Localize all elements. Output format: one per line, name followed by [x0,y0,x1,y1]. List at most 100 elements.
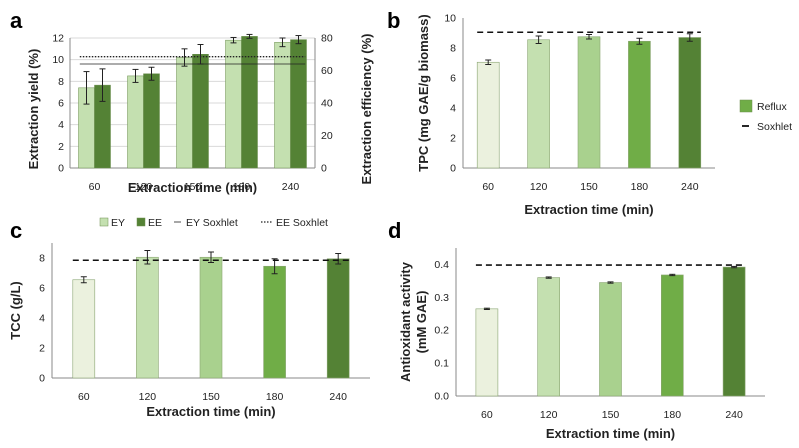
panel-d-y-tick-label: 0.4 [434,259,449,271]
panel-d-x-tick-label: 180 [664,409,682,421]
panel-a-bar-ey [225,39,242,169]
panel-b-bar [527,39,550,169]
panel-a-y2-axis-title: Extraction efficiency (%) [359,34,374,185]
panel-a-y-tick-label: 0 [58,163,64,175]
panel-a-y-tick-label: 2 [58,141,64,153]
panel-d-y-tick-label: 0.0 [434,391,449,403]
panel-a-x-tick-label: 180 [233,181,251,193]
panel-b: b 0 2 4 6 8 10 60 120 150 180 240 Extraction time (m… [387,8,792,217]
panel-d-y-axis-title-line: (mM GAE) [414,291,429,354]
panel-a-bar-ee [192,54,209,169]
panel-a-y-tick-label: 6 [58,98,64,110]
legend-label-ey: EY [111,217,125,229]
panel-a-y-tick-label: 12 [52,33,64,45]
panel-c-x-tick-label: 150 [202,391,220,403]
panel-a-y2-tick-label: 60 [321,65,333,77]
panel-c-x-tick-label: 60 [78,391,90,403]
legend-label-reflux: Reflux [757,101,788,113]
panel-a-bar-ey [274,42,291,169]
panel-d-bar [722,266,746,397]
panel-d-bar [475,308,499,397]
panel-c-x-tick-label: 240 [329,391,347,403]
panel-a-y2-tick-label: 20 [321,130,333,142]
panel-c-y-axis-title: TCC (g/L) [8,281,23,339]
panel-d-x-tick-label: 150 [602,409,620,421]
legend-swatch-ey [99,217,109,227]
panel-b-y-axis-title: TPC (mg GAE/g biomass) [416,14,431,171]
panel-b-y-tick-label: 6 [450,73,456,85]
legend-label-ey-soxhlet: EY Soxhlet [186,217,238,229]
panel-a-bar-ey [127,75,144,169]
panel-a-y2-tick-label: 0 [321,163,327,175]
legend-label-ee: EE [148,217,162,229]
panel-c: c 0 2 4 6 8 60 120 150 180 240 Extraction time (min… [8,218,370,419]
panel-c-bar [72,279,96,379]
panel-b-bar [577,36,601,169]
panel-b-y-tick-label: 10 [444,13,456,25]
panel-d-y-tick-label: 0.1 [434,358,449,370]
panel-a-x-tick-label: 60 [89,181,101,193]
panel-b-x-tick-label: 180 [631,181,649,193]
panel-c-x-axis-title: Extraction time (min) [146,404,275,419]
panel-a-bar-ee [290,39,307,169]
panel-b-bar [628,40,651,169]
panel-a-label: a [10,8,23,33]
legend-swatch-ee [136,217,146,227]
panel-c-y-tick-label: 6 [39,283,45,295]
panel-d-bar [599,282,622,397]
panel-d-x-tick-label: 120 [540,409,558,421]
panel-b-y-tick-label: 2 [450,133,456,145]
panel-b-bar [476,61,500,169]
panel-a-x-tick-label: 150 [184,181,202,193]
panel-b-x-tick-label: 60 [482,181,494,193]
panel-c-x-tick-label: 120 [139,391,157,403]
panel-b-bar [678,37,702,169]
panel-c-bar [136,256,159,379]
panel-b-x-axis-title: Extraction time (min) [524,202,653,217]
panel-d-x-tick-label: 240 [725,409,743,421]
panel-c-bar [326,258,350,379]
panel-d-y-axis-title-line: Antioxidant activity [398,261,413,382]
panel-a-x-tick-label: 120 [135,181,153,193]
panel-c-bar [263,265,286,379]
panel-b-label: b [387,8,400,33]
panel-a-y-tick-label: 10 [52,54,64,66]
panel-b-x-tick-label: 150 [580,181,598,193]
panel-a-y-tick-label: 4 [58,119,64,131]
panel-a-x-axis-title: Extraction time (min) [128,180,257,195]
panel-b-y-tick-label: 4 [450,103,456,115]
panel-d-bar [537,277,561,397]
panel-a-x-tick-label: 240 [282,181,300,193]
panel-c-y-tick-label: 4 [39,313,45,325]
panel-c-label: c [10,218,22,243]
panel-c-bar [199,256,223,379]
panel-d: d 0.0 0.1 0.2 0.3 0.4 60 120 150 180 240 Extraction… [388,218,765,441]
panel-c-x-tick-label: 180 [266,391,284,403]
legend-swatch-reflux [739,99,753,113]
panel-d-y-tick-label: 0.3 [434,292,449,304]
panel-b-x-tick-label: 120 [530,181,548,193]
panel-a-y-tick-label: 8 [58,76,64,88]
panel-c-y-tick-label: 0 [39,373,45,385]
panel-d-x-axis-title: Extraction time (min) [546,426,675,441]
panel-d-bar [660,274,684,397]
panel-c-y-tick-label: 2 [39,343,45,355]
panel-b-legend: Reflux Soxhlet [739,99,792,133]
panel-d-label: d [388,218,401,243]
panel-a-bar-ee [143,73,160,169]
panel-c-y-tick-label: 8 [39,253,45,265]
panel-a-legend: EY EE EY Soxhlet EE Soxhlet [99,217,328,229]
panel-a-y2-tick-label: 80 [321,33,333,45]
panel-b-x-tick-label: 240 [681,181,699,193]
panel-a-y2-tick-label: 40 [321,98,333,110]
panel-d-x-tick-label: 60 [481,409,493,421]
legend-label-soxhlet: Soxhlet [757,121,792,133]
panel-b-y-tick-label: 0 [450,163,456,175]
legend-label-ee-soxhlet: EE Soxhlet [276,217,328,229]
panel-d-y-tick-label: 0.2 [434,325,449,337]
panel-a-y-axis-title: Extraction yield (%) [26,49,41,170]
panel-d-y-axis-title: Antioxidant activity(mM GAE) [398,261,429,382]
panel-a-bar-ey [176,57,193,169]
